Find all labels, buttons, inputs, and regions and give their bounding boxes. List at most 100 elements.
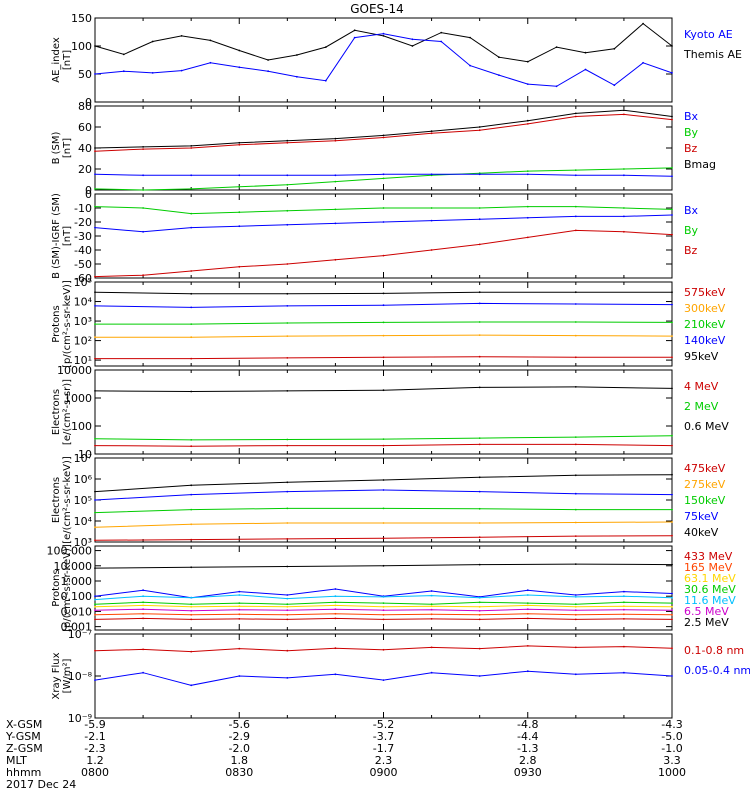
data-point: [142, 230, 145, 233]
y-tick-label: 1.000: [61, 575, 93, 588]
data-point: [613, 84, 616, 87]
data-point: [440, 40, 443, 43]
data-point: [238, 185, 241, 188]
x-tick-value: 1.2: [86, 754, 104, 767]
data-point: [238, 613, 241, 616]
data-point: [526, 83, 529, 85]
data-point: [286, 538, 289, 540]
chart-title: GOES-14: [350, 2, 404, 16]
data-point: [190, 323, 193, 325]
data-point: [238, 647, 241, 650]
data-point: [526, 594, 529, 596]
y-tick-label: 10000: [57, 364, 92, 377]
data-point: [623, 601, 625, 604]
series-line: [94, 229, 673, 278]
data-point: [430, 219, 433, 222]
y-tick-label: 10²: [74, 335, 92, 348]
data-point: [642, 61, 644, 64]
data-point: [94, 173, 96, 176]
data-point: [574, 229, 577, 232]
y-tick-label: 10: [78, 448, 92, 461]
y-tick-label: 10⁻⁸: [68, 670, 93, 683]
y-tick-label: 100: [71, 420, 92, 433]
data-point: [478, 522, 481, 524]
data-point: [671, 335, 673, 337]
legend-entry: 2 MeV: [684, 400, 719, 413]
data-point: [142, 601, 145, 604]
data-point: [286, 613, 289, 616]
data-point: [526, 205, 529, 208]
y-tick-label: 10⁵: [74, 494, 92, 507]
y-axis-label-line: [p/(cm²-s-sr-keV)]: [62, 280, 73, 368]
panel-frame: [94, 17, 673, 103]
data-point: [526, 60, 529, 63]
data-point: [94, 323, 96, 325]
data-point: [478, 321, 481, 323]
data-point: [238, 594, 241, 596]
data-point: [498, 56, 500, 59]
y-tick-label: 150: [71, 12, 92, 25]
data-point: [478, 675, 481, 677]
data-point: [334, 208, 337, 211]
data-point: [94, 357, 96, 360]
data-point: [574, 174, 577, 177]
data-point: [324, 79, 327, 82]
data-point: [574, 596, 577, 598]
y-tick-label: 50: [78, 68, 92, 81]
data-point: [671, 602, 673, 604]
y-tick-label: 0: [85, 96, 92, 109]
y-axis-label-line: Protons: [51, 569, 62, 606]
data-point: [142, 595, 145, 598]
x-tick-value: 1.8: [231, 754, 249, 767]
y-tick-label: 10⁻⁹: [68, 712, 92, 725]
legend-entry: Bx: [684, 110, 699, 123]
data-point: [574, 535, 577, 537]
legend-entry: 30.6 MeV: [684, 583, 736, 596]
date-label: 2017 Dec 24: [6, 778, 76, 791]
data-point: [430, 594, 433, 597]
data-point: [671, 534, 673, 537]
series-line: [94, 645, 673, 653]
y-tick-label: -10: [74, 202, 92, 215]
x-tick-value: -5.2: [373, 718, 394, 731]
data-point: [526, 645, 529, 647]
data-point: [382, 537, 385, 540]
data-point: [94, 649, 96, 652]
legend-entry: 0.1-0.8 nm: [684, 644, 744, 657]
legend-entry: By: [684, 126, 699, 139]
data-point: [382, 207, 385, 209]
data-point: [671, 175, 673, 178]
data-point: [526, 617, 529, 620]
data-point: [190, 566, 193, 569]
data-point: [574, 673, 577, 676]
data-point: [142, 207, 145, 209]
data-point: [574, 646, 577, 649]
x-tick-value: 3.3: [663, 754, 681, 767]
data-point: [430, 605, 433, 608]
x-tick-value: 0900: [370, 766, 398, 779]
data-point: [190, 174, 193, 177]
data-point: [526, 612, 529, 615]
panel-frame: [94, 457, 673, 543]
data-point: [334, 174, 337, 177]
data-point: [671, 493, 673, 496]
data-point: [411, 45, 414, 47]
data-point: [478, 291, 481, 294]
data-point: [382, 292, 385, 295]
legend-entry: 475keV: [684, 462, 726, 475]
data-point: [334, 617, 337, 620]
data-point: [286, 618, 289, 621]
x-tick-value: 0930: [514, 766, 542, 779]
data-point: [382, 507, 385, 510]
x-tick-value: -4.8: [517, 718, 538, 731]
y-tick-label: 10⁵: [74, 276, 92, 289]
data-point: [334, 222, 337, 225]
data-point: [142, 174, 145, 177]
data-point: [430, 590, 433, 592]
panel-4: 10¹10²10³10⁴10⁵Protons[p/(cm²-s-sr-keV)]…: [51, 276, 726, 368]
data-point: [526, 119, 529, 122]
data-point: [526, 604, 529, 607]
y-axis-label: Xray Flux[W/m²]: [51, 652, 73, 699]
data-point: [190, 445, 193, 448]
